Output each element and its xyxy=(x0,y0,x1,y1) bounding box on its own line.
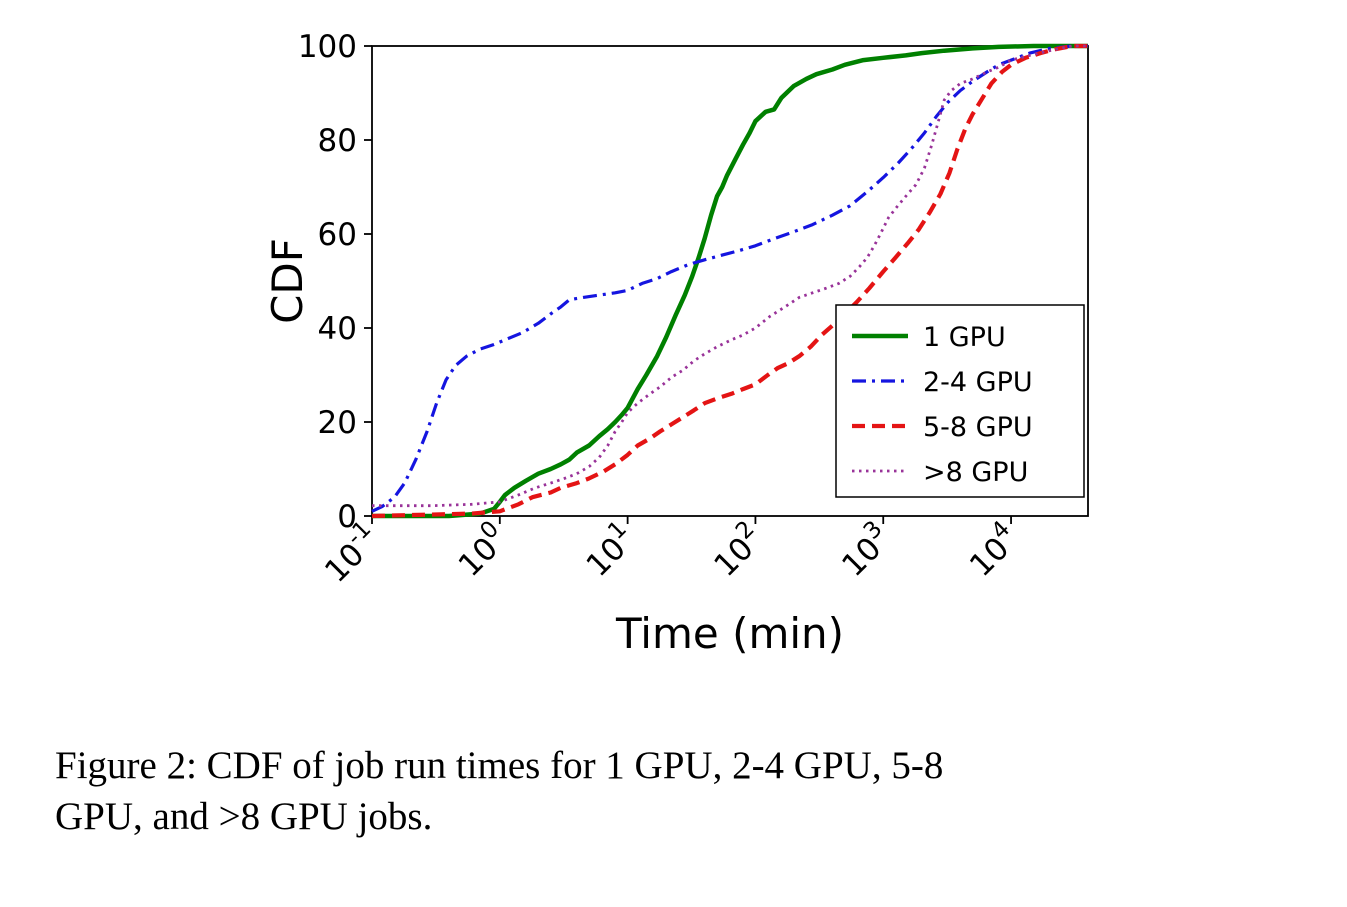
figure-caption-line-1: Figure 2: CDF of job run times for 1 GPU… xyxy=(55,744,944,787)
y-tick-label: 20 xyxy=(318,405,357,441)
y-tick-label: 0 xyxy=(337,499,357,535)
y-axis: 0 20 40 60 80 100 xyxy=(298,29,372,535)
legend-label: 5-8 GPU xyxy=(923,412,1033,443)
x-axis: 10-1 100 101 102 103 104 xyxy=(314,516,1027,590)
y-tick-label: 60 xyxy=(318,217,357,253)
x-tick-label: 10-1 xyxy=(314,516,388,590)
y-tick-label: 40 xyxy=(318,311,357,347)
series-1-gpu xyxy=(372,43,1088,519)
x-tick-label: 101 xyxy=(575,516,643,584)
legend: 1 GPU 2-4 GPU 5-8 GPU >8 GPU xyxy=(835,304,1085,498)
figure-caption: Figure 2: CDF of job run times for 1 GPU… xyxy=(55,740,1305,842)
x-tick-label: 100 xyxy=(448,516,516,584)
x-tick-label: 102 xyxy=(703,516,771,584)
legend-label: 1 GPU xyxy=(923,322,1006,353)
series-2-4-gpu xyxy=(371,44,1088,513)
legend-label: 2-4 GPU xyxy=(923,367,1033,398)
y-axis-label: CDF xyxy=(263,238,312,324)
plot-area xyxy=(371,43,1088,519)
figure-caption-line-2: GPU, and >8 GPU jobs. xyxy=(55,795,433,838)
x-tick-label: 103 xyxy=(831,516,899,584)
y-tick-label: 80 xyxy=(318,123,357,159)
cdf-chart: 0 20 40 60 80 100 10-1 100 101 102 103 104 1 GPU 2-4 … xyxy=(263,29,1089,658)
x-tick-label: 104 xyxy=(959,516,1027,584)
y-tick-label: 100 xyxy=(298,29,357,65)
series-5-8-gpu xyxy=(371,43,1088,519)
series-8-gpu xyxy=(372,44,1088,508)
legend-label: >8 GPU xyxy=(923,457,1028,488)
x-axis-label: Time (min) xyxy=(615,609,844,658)
